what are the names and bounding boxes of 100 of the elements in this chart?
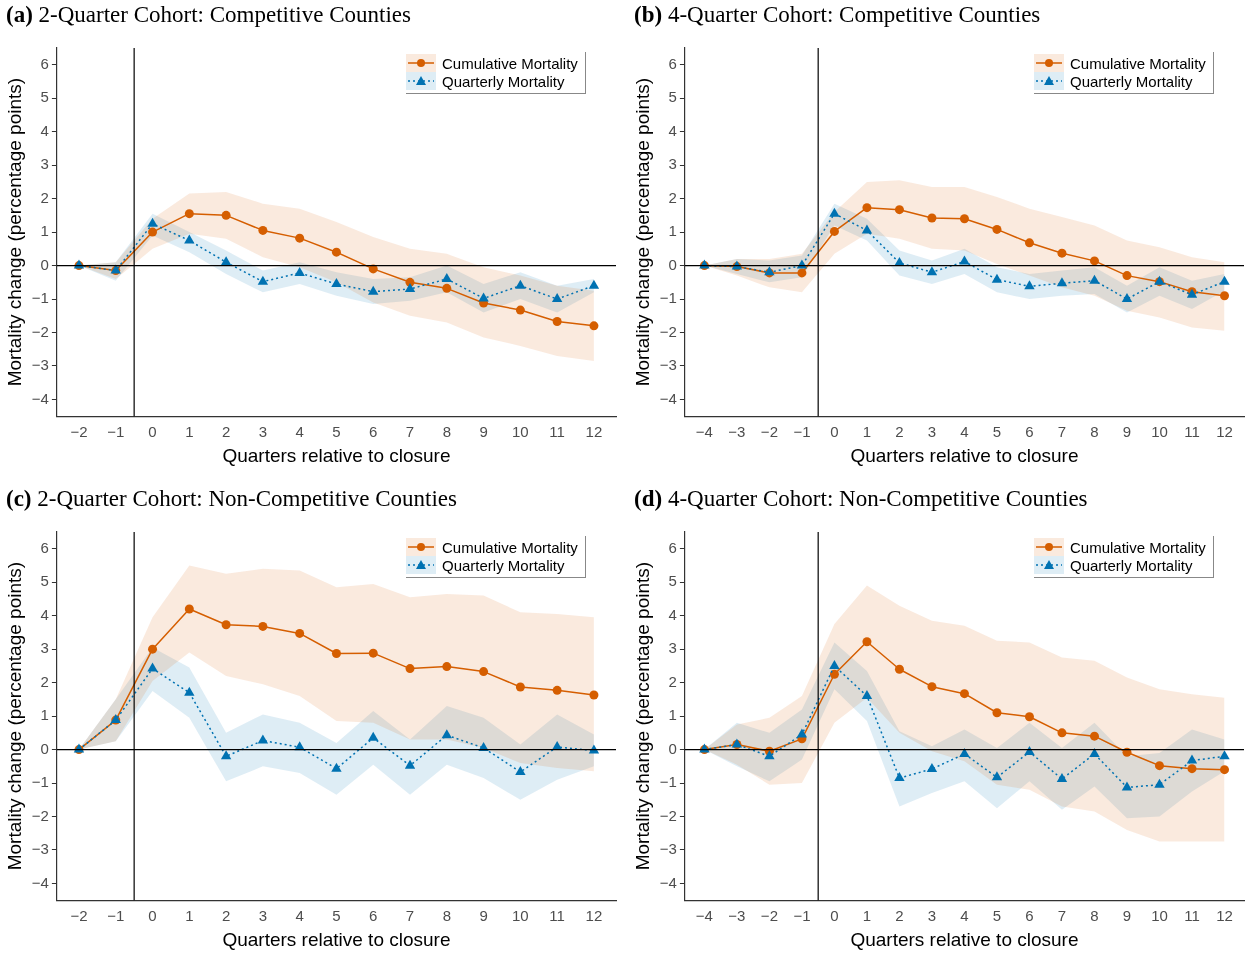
y-tick-label: 0 xyxy=(40,255,49,273)
x-tick-label: 2 xyxy=(221,423,231,441)
legend-label: Cumulative Mortality xyxy=(442,538,578,556)
y-tick-label: 3 xyxy=(40,639,49,657)
point xyxy=(1024,280,1035,290)
x-tick-label: 6 xyxy=(1025,907,1034,925)
y-tick-label: −1 xyxy=(31,773,49,791)
y-tick-label: −4 xyxy=(31,389,49,407)
point xyxy=(404,759,416,769)
y-tick-label: −3 xyxy=(31,840,49,858)
point xyxy=(1154,761,1164,771)
point xyxy=(829,669,839,679)
point xyxy=(331,247,341,257)
point xyxy=(258,225,268,235)
point xyxy=(295,233,305,243)
point xyxy=(331,277,342,287)
point xyxy=(1220,765,1229,775)
y-tick-label: −1 xyxy=(659,289,677,307)
x-tick-label: 11 xyxy=(1184,907,1200,925)
x-tick-label: 2 xyxy=(895,423,904,441)
point xyxy=(1089,731,1099,741)
x-tick-label: 7 xyxy=(405,423,415,441)
x-tick-label: 10 xyxy=(1151,423,1168,441)
x-tick-label: 11 xyxy=(1184,423,1200,441)
y-tick-label: 0 xyxy=(668,739,677,757)
point xyxy=(894,772,905,782)
y-tick-label: 6 xyxy=(40,54,49,72)
x-tick-label: 8 xyxy=(442,423,451,441)
point xyxy=(442,283,452,293)
x-tick-label: 10 xyxy=(512,423,529,441)
x-tick-label: 10 xyxy=(512,907,529,925)
x-tick-label: 11 xyxy=(549,423,565,441)
point xyxy=(257,275,269,285)
y-tick-label: −2 xyxy=(659,322,677,340)
point xyxy=(829,226,839,236)
x-tick-label: 7 xyxy=(1057,423,1067,441)
x-tick-label: 10 xyxy=(1151,907,1168,925)
y-tick-label: −3 xyxy=(31,356,49,374)
point xyxy=(1024,712,1034,722)
x-tick-label: 6 xyxy=(369,423,378,441)
y-tick-label: −3 xyxy=(659,356,677,374)
point xyxy=(258,621,268,631)
x-tick-label: 3 xyxy=(927,423,937,441)
x-tick-label: −4 xyxy=(695,907,713,925)
legend-label: Cumulative Mortality xyxy=(1070,538,1206,556)
chart-title: (c) 2-Quarter Cohort: Non-Competitive Counties xyxy=(6,486,457,511)
chart-title: (d) 4-Quarter Cohort: Non-Competitive Counties xyxy=(634,486,1088,511)
point xyxy=(295,628,305,638)
y-tick-label: 4 xyxy=(40,121,49,139)
y-tick-label: 5 xyxy=(668,88,677,106)
legend-label: Quarterly Mortality xyxy=(442,556,565,574)
y-tick-label: 3 xyxy=(668,155,677,173)
x-axis-title: Quarters relative to closure xyxy=(850,928,1079,950)
legend-label: Quarterly Mortality xyxy=(1070,556,1193,574)
x-tick-label: 1 xyxy=(185,907,194,925)
point xyxy=(552,685,562,695)
x-tick-label: 9 xyxy=(479,907,488,925)
point xyxy=(148,644,158,654)
point xyxy=(221,210,231,220)
x-tick-label: 8 xyxy=(442,907,451,925)
point xyxy=(1089,747,1100,757)
legend-label: Quarterly Mortality xyxy=(442,72,565,90)
y-tick-label: 4 xyxy=(668,121,677,139)
point xyxy=(1057,248,1067,258)
y-tick-label: 1 xyxy=(40,706,49,724)
y-tick-label: 1 xyxy=(40,222,49,240)
x-tick-label: 3 xyxy=(258,907,268,925)
point xyxy=(221,620,231,630)
y-tick-label: −2 xyxy=(31,322,49,340)
x-tick-label: 1 xyxy=(862,907,872,925)
y-axis-title: Mortality change (percentage points) xyxy=(3,77,25,387)
point xyxy=(894,664,904,674)
point xyxy=(147,662,158,672)
x-tick-label: −3 xyxy=(728,423,746,441)
point xyxy=(515,766,526,775)
x-tick-label: 3 xyxy=(258,423,268,441)
y-tick-label: 4 xyxy=(40,605,49,623)
point xyxy=(442,662,452,672)
point xyxy=(1089,274,1100,284)
point xyxy=(927,682,937,692)
point xyxy=(1219,275,1230,285)
x-tick-label: 1 xyxy=(862,423,872,441)
x-tick-label: 11 xyxy=(549,907,565,925)
point xyxy=(331,649,341,659)
point xyxy=(992,708,1002,718)
x-tick-label: −3 xyxy=(728,907,746,925)
point xyxy=(1219,750,1230,760)
point xyxy=(829,659,840,669)
x-tick-label: 7 xyxy=(405,907,415,925)
y-axis-title: Mortality change (percentage points) xyxy=(3,561,25,871)
y-tick-label: 2 xyxy=(40,188,49,206)
point xyxy=(1186,754,1198,764)
point xyxy=(441,729,452,739)
point xyxy=(368,648,378,658)
y-tick-label: 6 xyxy=(668,54,677,72)
y-tick-label: 5 xyxy=(40,88,49,106)
x-tick-label: −1 xyxy=(793,907,811,925)
legend-label: Quarterly Mortality xyxy=(1070,72,1193,90)
point xyxy=(515,305,525,315)
point xyxy=(764,750,775,760)
